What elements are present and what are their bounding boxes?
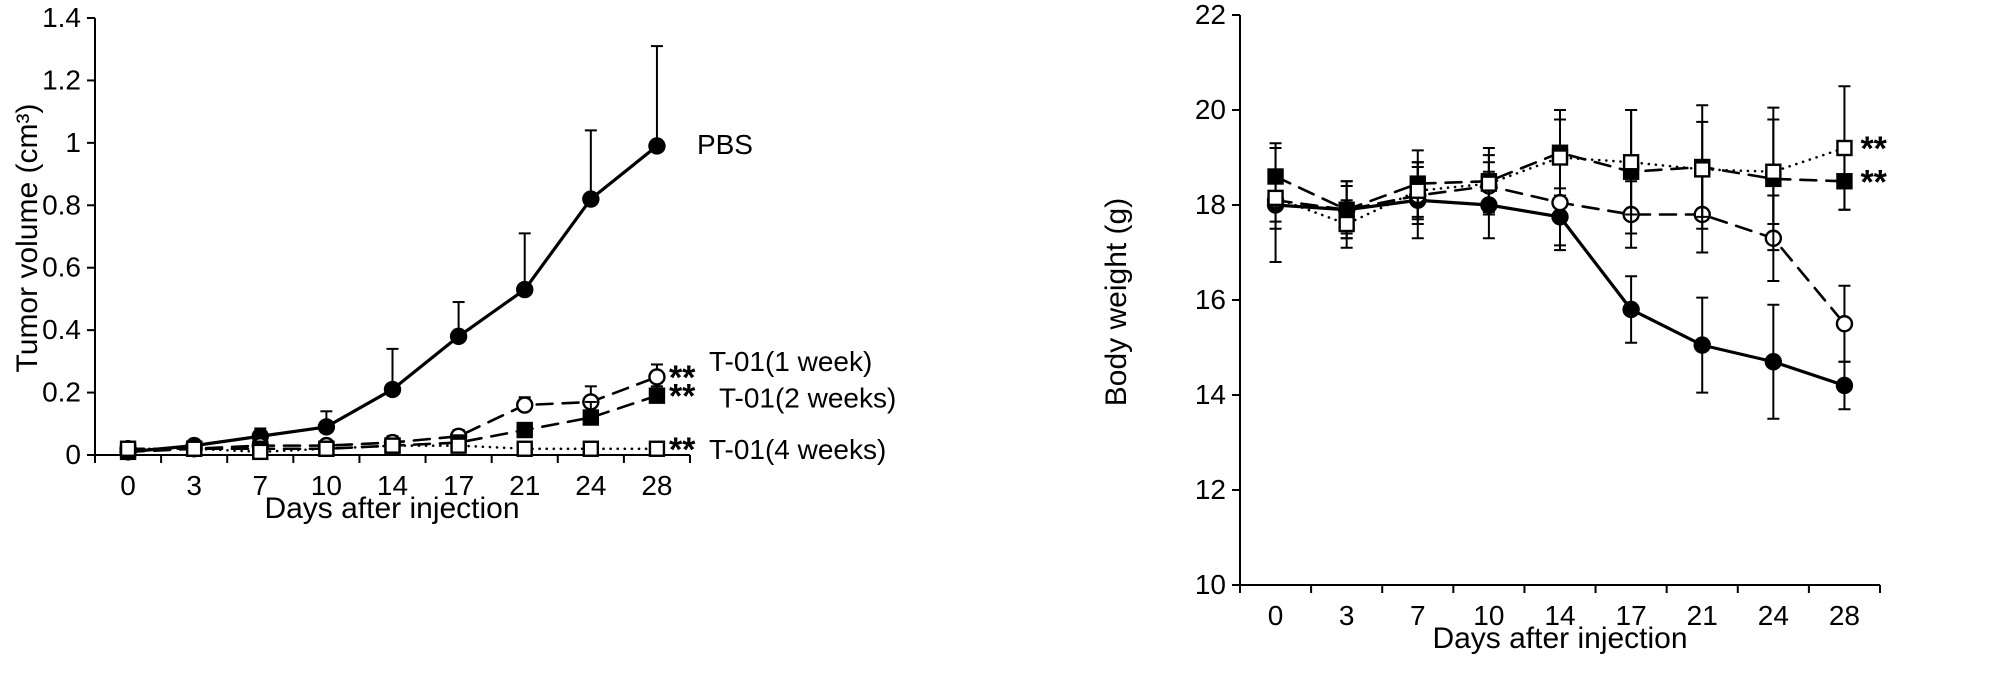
- series-name-label: T-01(4 weeks): [709, 434, 886, 465]
- significance-annotation: **: [1860, 130, 1887, 168]
- y-tick-label: 0.4: [42, 314, 81, 345]
- data-point: [1835, 315, 1854, 333]
- y-tick-label: 12: [1195, 474, 1226, 505]
- body-weight-plot: 10 12 14 16 18 20 22 0 3 7 10 14 17 21 24 28 ****: [1195, 0, 1888, 631]
- x-tick-label: 14: [377, 470, 408, 501]
- x-tick-label: 21: [509, 470, 540, 501]
- significance-annotation: **: [669, 431, 696, 469]
- data-point: [1694, 161, 1711, 178]
- series-t-01-2-weeks-: **: [1267, 104, 1888, 252]
- x-tick-label: 17: [1616, 600, 1647, 631]
- x-tick-label: 3: [186, 470, 202, 501]
- x-tick-label: 28: [641, 470, 672, 501]
- data-point: [1480, 175, 1498, 192]
- y-tick-label: 10: [1195, 569, 1226, 600]
- body-weight-chart: Body weight (g) 10 12 14 16 18 20 22 0 3 7 10 14 17 2…: [1000, 0, 2000, 679]
- y-tick-label: 20: [1195, 94, 1226, 125]
- data-point: [516, 280, 534, 299]
- data-point: [1551, 193, 1569, 212]
- x-tick-label: 17: [443, 470, 474, 501]
- y-tick-label: 14: [1195, 379, 1226, 410]
- data-point: [1551, 149, 1569, 166]
- data-point: [318, 440, 335, 457]
- data-point: [1622, 300, 1640, 319]
- data-point: [1622, 154, 1640, 171]
- tumor-volume-x-axis-label: Days after injection: [264, 492, 520, 525]
- data-point: [1835, 376, 1854, 395]
- data-point: [1693, 336, 1711, 354]
- y-tick-label: 1: [65, 127, 81, 158]
- x-tick-label: 14: [1544, 600, 1575, 631]
- data-point: [1338, 215, 1355, 233]
- y-tick-label: 0: [65, 439, 81, 470]
- y-tick-label: 1.2: [42, 64, 81, 95]
- data-point: [450, 437, 467, 454]
- data-point: [582, 190, 600, 208]
- data-point: [185, 440, 203, 457]
- series-t-01-4-weeks-: **: [1267, 85, 1888, 249]
- x-tick-label: 3: [1339, 600, 1355, 631]
- tumor-volume-chart: Tumor volume (cm³) 0 0.2 0.4 0.6 0.8 1 1.2 1.4 0…: [11, 2, 896, 525]
- data-point: [516, 421, 533, 439]
- data-point: [449, 327, 468, 346]
- data-point: [582, 409, 600, 426]
- data-point: [516, 440, 533, 457]
- x-tick-label: 7: [1410, 600, 1426, 631]
- y-tick-label: 18: [1195, 189, 1226, 220]
- series-pbs: PBS: [119, 45, 753, 461]
- y-tick-label: 0.8: [42, 189, 81, 220]
- x-tick-label: 24: [575, 470, 606, 501]
- data-point: [384, 437, 401, 454]
- x-tick-label: 0: [1268, 600, 1284, 631]
- data-point: [648, 368, 666, 386]
- axes: 10 12 14 16 18 20 22 0 3 7 10 14 17 21 24 28: [1195, 0, 1881, 631]
- data-point: [1765, 163, 1782, 180]
- y-tick-label: 22: [1195, 0, 1226, 30]
- series-line: [126, 144, 659, 454]
- y-tick-label: 0.2: [42, 377, 81, 408]
- x-tick-label: 10: [1473, 600, 1504, 631]
- x-tick-label: 28: [1829, 600, 1860, 631]
- axes: 0 0.2 0.4 0.6 0.8 1 1.2 1.4 0 3 7 10 14 17 21 24 28: [42, 2, 691, 501]
- data-point: [648, 387, 666, 404]
- data-point: [1836, 139, 1853, 157]
- series-name-label: T-01(2 weeks): [719, 383, 896, 414]
- series-name-label: T-01(1 week): [709, 346, 872, 377]
- y-tick-label: 0.6: [42, 252, 81, 283]
- series-line: [126, 444, 659, 454]
- significance-annotation: **: [1860, 163, 1887, 201]
- data-point: [317, 418, 336, 436]
- significance-annotation: **: [669, 378, 696, 416]
- data-point: [648, 440, 666, 457]
- y-tick-label: 1.4: [42, 2, 81, 33]
- significance-annotation: **: [669, 359, 696, 397]
- y-tick-label: 16: [1195, 284, 1226, 315]
- data-point: [516, 396, 534, 414]
- data-point: [648, 137, 666, 155]
- x-tick-label: 0: [120, 470, 136, 501]
- data-point: [383, 380, 402, 399]
- data-point: [1267, 189, 1284, 207]
- data-point: [582, 440, 600, 457]
- body-weight-x-axis-label: Days after injection: [1432, 622, 1688, 655]
- data-point: [119, 440, 137, 457]
- series-t-01-4-weeks-: ** T-01(4 weeks): [119, 431, 886, 469]
- series-name-label: PBS: [697, 129, 753, 160]
- data-point: [1764, 353, 1783, 371]
- x-tick-label: 10: [311, 470, 342, 501]
- data-point: [1409, 182, 1426, 199]
- x-tick-label: 24: [1758, 600, 1789, 631]
- data-point: [252, 443, 269, 461]
- x-tick-label: 7: [252, 470, 268, 501]
- tumor-volume-plot: 0 0.2 0.4 0.6 0.8 1 1.2 1.4 0 3 7 10 14 17 21 24 28 PBS **…: [42, 2, 896, 501]
- x-tick-label: 21: [1687, 600, 1718, 631]
